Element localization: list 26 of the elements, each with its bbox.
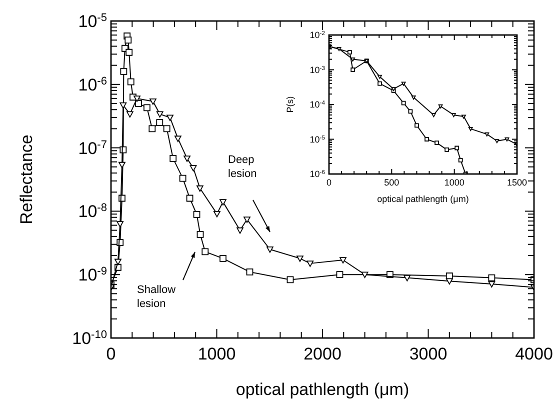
y-tick-label: 10$^{-6}$	[310, 169, 325, 180]
x-axis-title: optical pathlength (μm)	[236, 380, 410, 399]
x-tick-label: 1000	[198, 344, 236, 364]
y-axis-title: P(s)	[285, 96, 295, 113]
y-tick-label: 10$^{-5}$	[78, 12, 107, 31]
x-tick-label: 4000	[515, 344, 553, 364]
annotation: Shallow lesion	[137, 284, 176, 310]
x-tick-label: 1500	[506, 177, 528, 188]
y-tick-label: 10$^{-2}$	[310, 30, 325, 40]
x-tick-label: 1000	[444, 177, 464, 188]
y-tick-label: 10$^{-6}$	[78, 75, 107, 94]
y-tick-label: 10$^{-5}$	[310, 134, 325, 144]
y-tick-label: 10$^{-9}$	[78, 266, 107, 285]
y-tick-label: 10$^{-4}$	[310, 100, 326, 110]
x-tick-label: 500	[384, 177, 400, 188]
y-tick-label: 10$^{-8}$	[78, 202, 107, 222]
annotation: Deep lesion	[228, 154, 257, 180]
y-tick-label: 10$^{-7}$	[78, 138, 107, 158]
y-axis-title: Reflectance	[17, 134, 36, 224]
y-tick-label: 10$^{-3}$	[310, 64, 325, 75]
x-tick-label: 3000	[409, 344, 448, 364]
x-tick-label: 2000	[304, 344, 342, 364]
y-tick-label: 10$^{-10}$	[72, 328, 107, 348]
x-axis-title: optical pathlength (μm)	[377, 194, 469, 204]
x-tick-label: 0	[106, 344, 116, 364]
x-tick-label: 0	[326, 177, 332, 188]
